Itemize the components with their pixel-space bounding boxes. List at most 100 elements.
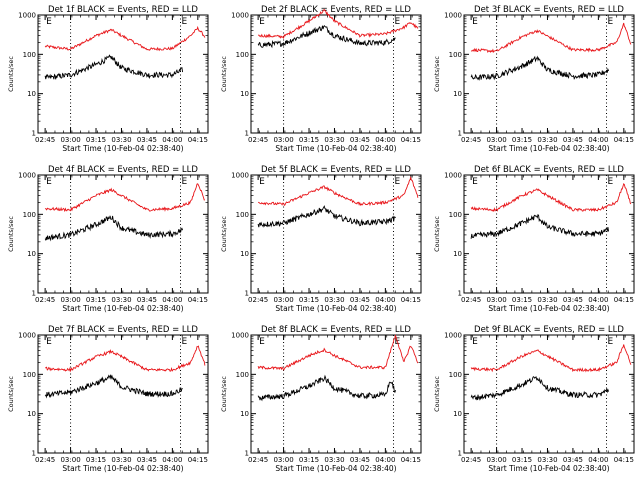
y-tick-label: 1000 [231, 172, 249, 180]
x-tick-label: 04:15 [188, 296, 208, 304]
x-tick-label: 03:45 [137, 296, 157, 304]
x-tick-label: 02:45 [248, 456, 268, 464]
panel-title: Det 6f BLACK = Events, RED = LLD [474, 165, 624, 175]
y-tick-label: 1000 [231, 332, 249, 340]
y-axis-label: Counts/sec [433, 56, 441, 92]
x-tick-label: 03:30 [324, 456, 344, 464]
x-tick-label: 04:00 [375, 296, 395, 304]
y-tick-label: 1000 [444, 332, 462, 340]
x-tick-label: 03:45 [137, 136, 157, 144]
event-marker-label: E [182, 337, 188, 347]
x-axis-label: Start Time (10-Feb-04 02:38:40) [488, 144, 609, 153]
x-tick-label: 03:45 [563, 296, 583, 304]
x-tick-label: 03:45 [350, 456, 370, 464]
y-tick-label: 10 [240, 250, 249, 258]
x-tick-label: 03:45 [350, 136, 370, 144]
panel-title: Det 3f BLACK = Events, RED = LLD [474, 5, 624, 15]
events-series-line [470, 213, 610, 239]
y-tick-label: 100 [449, 371, 462, 379]
y-tick-label: 1000 [18, 172, 36, 180]
x-tick-label: 03:15 [299, 456, 319, 464]
panel-title: Det 5f BLACK = Events, RED = LLD [261, 165, 411, 175]
x-tick-label: 03:30 [537, 136, 557, 144]
x-tick-label: 03:00 [273, 456, 293, 464]
lld-series-line [44, 25, 206, 52]
x-tick-label: 02:45 [35, 136, 55, 144]
x-tick-label: 03:30 [111, 136, 131, 144]
y-axis-label: Counts/sec [220, 56, 228, 92]
x-tick-label: 03:00 [60, 136, 80, 144]
y-tick-label: 10 [453, 90, 462, 98]
x-tick-label: 02:45 [248, 296, 268, 304]
y-tick-label: 100 [449, 51, 462, 59]
lld-series-line [258, 175, 419, 207]
x-tick-label: 03:15 [86, 296, 106, 304]
x-tick-label: 04:00 [375, 456, 395, 464]
y-tick-label: 100 [23, 51, 36, 59]
x-tick-label: 03:30 [537, 456, 557, 464]
detector-panel-4: Det 4f BLACK = Events, RED = LLD 1 10 100 10… [7, 165, 209, 313]
event-marker-label: E [472, 337, 478, 347]
y-tick-label: 1 [458, 290, 462, 298]
y-tick-label: 1 [32, 290, 36, 298]
x-tick-label: 04:00 [162, 296, 182, 304]
x-tick-label: 03:30 [537, 296, 557, 304]
event-marker-label: E [46, 177, 52, 187]
x-tick-label: 02:45 [248, 136, 268, 144]
x-axis-label: Start Time (10-Feb-04 02:38:40) [275, 144, 396, 153]
events-series-line [257, 374, 397, 402]
x-axis-label: Start Time (10-Feb-04 02:38:40) [275, 304, 396, 313]
events-series-line [44, 54, 184, 80]
y-tick-label: 10 [27, 90, 36, 98]
y-tick-label: 1 [245, 450, 249, 458]
events-series-line [257, 205, 396, 228]
x-tick-label: 03:30 [111, 456, 131, 464]
x-tick-label: 03:15 [86, 456, 106, 464]
y-axis-label: Counts/sec [220, 216, 228, 252]
x-axis-label: Start Time (10-Feb-04 02:38:40) [62, 464, 183, 473]
event-marker-label: E [395, 17, 401, 27]
plot-frame [250, 334, 422, 454]
y-tick-label: 10 [453, 250, 462, 258]
x-tick-label: 04:15 [614, 136, 634, 144]
plot-frame [463, 14, 635, 134]
event-marker-label: E [259, 17, 265, 27]
y-axis-label: Counts/sec [7, 216, 15, 252]
x-tick-label: 04:15 [614, 456, 634, 464]
x-tick-label: 03:00 [486, 456, 506, 464]
y-tick-label: 1000 [444, 12, 462, 20]
plot-frame [250, 14, 422, 134]
x-tick-label: 04:15 [401, 296, 421, 304]
x-axis-label: Start Time (10-Feb-04 02:38:40) [275, 464, 396, 473]
detector-panel-8: Det 8f BLACK = Events, RED = LLD 1 10 100 10… [220, 325, 422, 473]
lld-series-line [257, 334, 419, 371]
events-series-line [470, 376, 610, 401]
x-tick-label: 04:00 [588, 456, 608, 464]
x-tick-label: 03:45 [563, 456, 583, 464]
x-tick-label: 03:00 [486, 296, 506, 304]
event-marker-label: E [259, 337, 265, 347]
x-tick-label: 04:00 [588, 296, 608, 304]
x-tick-label: 03:15 [299, 136, 319, 144]
lld-series-line [470, 22, 632, 54]
x-tick-label: 03:15 [512, 296, 532, 304]
event-marker-label: E [608, 177, 614, 187]
detector-panel-9: Det 9f BLACK = Events, RED = LLD 1 10 100 10… [433, 325, 635, 473]
x-tick-label: 02:45 [35, 296, 55, 304]
x-tick-label: 03:45 [137, 456, 157, 464]
y-axis-label: Counts/sec [433, 216, 441, 252]
panel-title: Det 7f BLACK = Events, RED = LLD [48, 325, 198, 335]
y-tick-label: 100 [449, 211, 462, 219]
x-tick-label: 03:15 [299, 296, 319, 304]
x-tick-label: 03:15 [86, 136, 106, 144]
x-tick-label: 04:15 [401, 136, 421, 144]
y-tick-label: 1 [245, 290, 249, 298]
x-tick-label: 04:15 [188, 136, 208, 144]
event-marker-label: E [46, 337, 52, 347]
y-tick-label: 100 [23, 211, 36, 219]
x-axis-label: Start Time (10-Feb-04 02:38:40) [488, 464, 609, 473]
x-tick-label: 03:15 [512, 456, 532, 464]
detector-panel-1: Det 1f BLACK = Events, RED = LLD 1 10 100 10… [7, 5, 209, 153]
x-axis-label: Start Time (10-Feb-04 02:38:40) [62, 144, 183, 153]
event-marker-label: E [259, 177, 265, 187]
